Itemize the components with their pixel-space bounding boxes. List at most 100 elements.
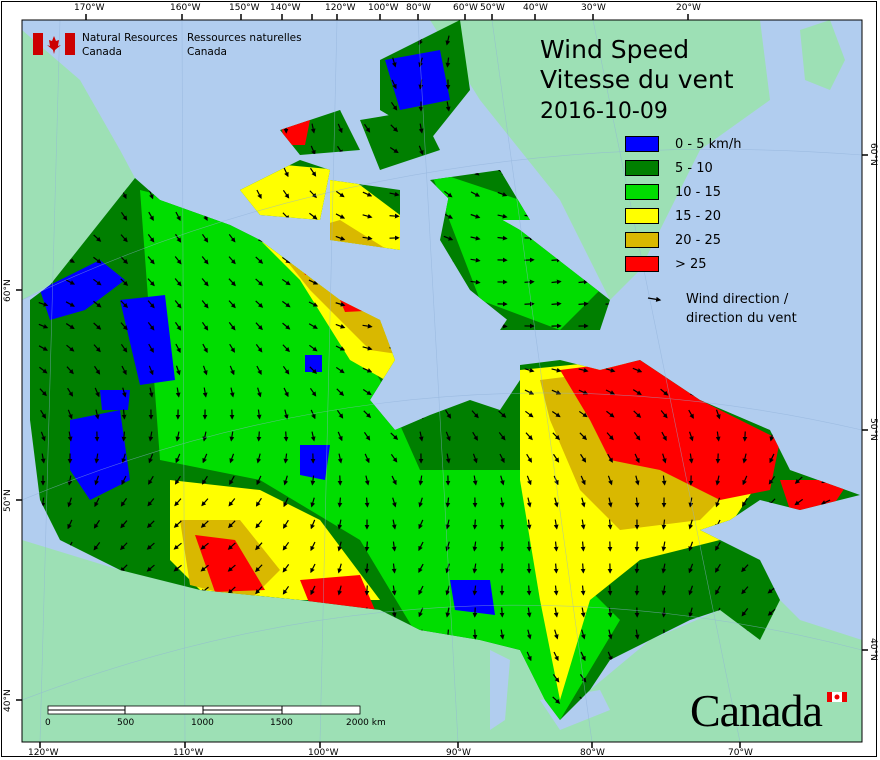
graticule-label: 40°W	[523, 3, 548, 13]
wind-arrow	[418, 497, 424, 508]
wind-arrow	[553, 541, 559, 552]
wind-arrow	[120, 300, 129, 309]
wind-arrow	[255, 322, 263, 331]
wind-arrow	[93, 344, 101, 353]
wind-arrow	[526, 475, 532, 486]
wind-arrow	[174, 321, 182, 331]
greenland	[430, 20, 770, 300]
wind-arrow	[174, 498, 182, 507]
wind-arrow	[228, 278, 236, 287]
wind-arrow	[580, 563, 586, 574]
graticule-label: 40°N	[868, 638, 878, 661]
wind-arrow	[256, 431, 262, 442]
wind-arrow	[283, 387, 289, 398]
scale-label: 0	[45, 718, 51, 728]
wind-arrow	[283, 409, 289, 420]
wind-arrow	[389, 213, 400, 219]
wind-arrow	[443, 213, 454, 219]
wind-arrow	[282, 541, 290, 551]
wind-arrow	[579, 432, 587, 441]
wind-arrow	[362, 367, 373, 373]
wind-arrow	[228, 300, 236, 309]
wind-arrow	[147, 256, 155, 265]
graticule-label: 120°W	[325, 3, 356, 13]
graticule-lines	[22, 20, 862, 742]
wind-arrow	[551, 367, 562, 373]
wind-arrow	[310, 409, 316, 420]
wind-arrow	[362, 323, 373, 329]
wind-arrow	[715, 563, 721, 573]
wind-arrow	[282, 344, 290, 353]
wind-arrow	[688, 409, 694, 419]
wind-arrow	[661, 431, 667, 442]
wind-arrow	[67, 519, 73, 530]
wind-arrow	[308, 279, 319, 285]
wind-arrow	[391, 79, 397, 90]
wind-arrow	[497, 235, 508, 241]
wind-arrow	[94, 453, 100, 464]
wind-arrow	[228, 234, 236, 243]
wind-arrow	[389, 147, 399, 154]
wind-arrow	[498, 410, 507, 418]
graticule-label: 110°W	[173, 748, 204, 758]
wind-arrow	[526, 519, 532, 530]
wind-arrow	[552, 674, 560, 683]
wind-arrow	[391, 563, 397, 574]
wind-arrow	[472, 563, 478, 574]
wind-arrow	[499, 497, 505, 508]
wind-arrow	[418, 519, 424, 530]
org-name-fr: Ressources naturelles Canada	[187, 31, 302, 59]
legend-item: 5 - 10	[625, 159, 713, 177]
wind-arrow	[282, 585, 290, 595]
graticule-label: 20°W	[676, 3, 701, 13]
wind-arrow	[472, 541, 478, 552]
wind-arrow	[471, 410, 479, 419]
wind-arrow	[742, 475, 748, 486]
wind-arrow	[715, 585, 721, 595]
wind-arrow	[607, 607, 613, 618]
wind-arrow	[418, 57, 424, 68]
wind-arrow	[364, 541, 370, 552]
wind-arrow	[499, 475, 505, 486]
wind-arrow	[607, 519, 613, 530]
wind-arrow	[146, 520, 155, 529]
wind-arrow	[120, 343, 128, 353]
wind-arrow	[147, 278, 155, 287]
wind-arrow	[580, 541, 586, 552]
wind-arrow	[65, 301, 75, 307]
wind-arrow	[147, 234, 155, 243]
wind-arrow	[67, 409, 73, 420]
wind-arrow	[552, 696, 561, 704]
wind-arrow	[497, 213, 508, 219]
wind-arrow	[605, 367, 616, 373]
wind-arrow	[335, 213, 346, 219]
wind-arrow	[120, 278, 129, 286]
wind-arrow	[337, 585, 343, 596]
wind-arrow	[578, 389, 589, 395]
wind-arrow	[335, 190, 345, 198]
title-fr: Vitesse du vent	[540, 65, 734, 94]
wind-arrow	[148, 387, 154, 398]
wind-arrow	[67, 475, 73, 486]
wind-arrow	[499, 607, 505, 618]
wind-arrow	[174, 233, 182, 243]
wind-arrow	[228, 322, 236, 331]
wind-arrow	[551, 410, 561, 418]
legend-label: > 25	[675, 256, 707, 272]
wind-arrow	[282, 322, 291, 330]
wind-arrow	[67, 431, 73, 442]
wind-arrow	[39, 366, 48, 374]
wind-arrow	[94, 387, 100, 398]
wind-arrow	[526, 629, 532, 640]
wind-arrow	[472, 585, 478, 596]
wind-arrow	[470, 279, 481, 285]
wind-arrow	[418, 607, 424, 618]
wind-arrow	[553, 607, 559, 618]
graticule-label: 170°W	[74, 3, 105, 13]
wind-arrow	[580, 651, 586, 662]
wind-arrow	[174, 256, 182, 265]
wind-arrow	[202, 365, 208, 376]
direction-label-fr: direction du vent	[686, 311, 797, 326]
wind-arrow	[335, 323, 346, 329]
wind-arrow	[634, 475, 640, 486]
